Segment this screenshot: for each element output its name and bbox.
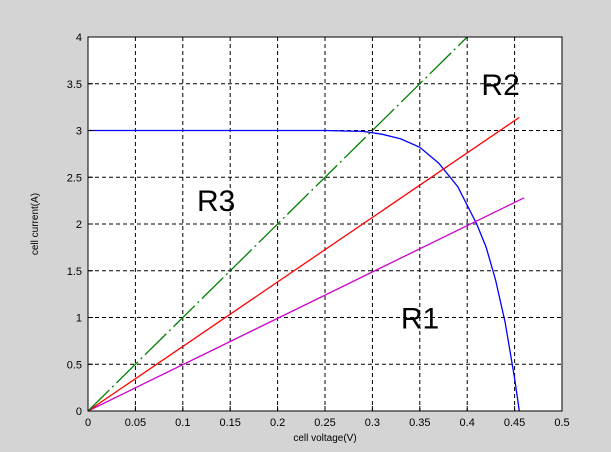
series-line-r2 bbox=[87, 116, 520, 412]
x-tick-label: 0.3 bbox=[365, 417, 380, 429]
y-axis-label: cell current(A) bbox=[30, 193, 41, 255]
y-tick-label: 1 bbox=[76, 313, 82, 325]
series-layer bbox=[87, 36, 525, 412]
annotation-r1: R1 bbox=[401, 303, 439, 336]
series-line-r1 bbox=[87, 197, 525, 412]
series-line-iv bbox=[88, 129, 520, 412]
x-tick-label: 0.25 bbox=[314, 417, 335, 429]
x-tick-label: 0.05 bbox=[125, 417, 146, 429]
y-tick-label: 3 bbox=[76, 126, 82, 138]
x-tick-label: 0.2 bbox=[270, 417, 285, 429]
x-tick-label: 0.4 bbox=[460, 417, 475, 429]
x-tick-label: 0.1 bbox=[175, 417, 190, 429]
y-tick-label: 2 bbox=[76, 219, 82, 231]
x-tick-label: 0 bbox=[85, 417, 91, 429]
annotation-r3: R3 bbox=[197, 185, 235, 218]
series-line-r3 bbox=[87, 36, 468, 412]
x-tick-label: 0.45 bbox=[504, 417, 525, 429]
y-tick-label: 0.5 bbox=[67, 359, 82, 371]
y-tick-label: 0 bbox=[76, 406, 82, 418]
y-tick-label: 4 bbox=[76, 32, 82, 44]
annotations: R1 R2 R3 bbox=[197, 69, 520, 336]
x-axis-label: cell voltage(V) bbox=[293, 433, 356, 444]
x-tick-label: 0.5 bbox=[554, 417, 569, 429]
y-tick-label: 1.5 bbox=[67, 266, 82, 278]
y-tick-label: 3.5 bbox=[67, 79, 82, 91]
x-tick-label: 0.35 bbox=[409, 417, 430, 429]
annotation-r2: R2 bbox=[481, 69, 519, 102]
x-tick-label: 0.15 bbox=[219, 417, 240, 429]
y-tick-label: 2.5 bbox=[67, 172, 82, 184]
ticks: 0 0.05 0.1 0.15 0.2 0.25 0.3 0.35 0.4 0.45 0.5 0 0.5… bbox=[67, 32, 570, 429]
